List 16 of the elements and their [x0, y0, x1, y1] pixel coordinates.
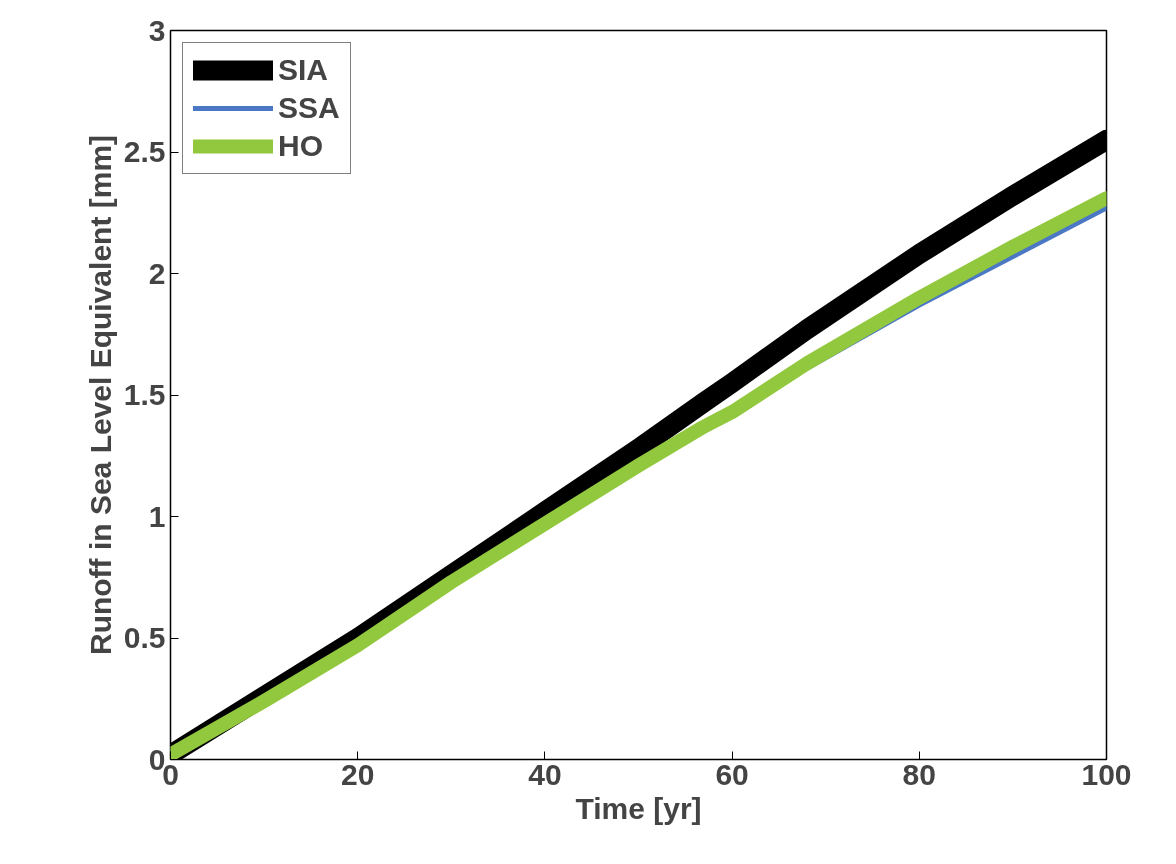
x-tick-label: 60 [715, 757, 749, 791]
legend-label: SSA [278, 91, 340, 125]
x-tick-label: 80 [902, 757, 936, 791]
legend-label: SIA [278, 53, 329, 87]
y-tick-label: 2 [148, 256, 166, 290]
y-tick-label: 1.5 [123, 378, 166, 411]
y-tick-label: 1 [148, 499, 166, 533]
y-axis-title: Runoff in Sea Level Equivalent [mm] [83, 134, 117, 656]
x-tick-label: 20 [341, 757, 375, 791]
y-tick-label: 3 [148, 13, 166, 47]
x-tick-label: 100 [1081, 757, 1132, 791]
y-tick-label: 0.5 [123, 621, 166, 654]
x-tick-label: 40 [528, 757, 562, 791]
y-tick-label: 2.5 [123, 135, 166, 168]
x-axis-title: Time [yr] [575, 791, 702, 825]
legend-label: HO [278, 129, 323, 163]
